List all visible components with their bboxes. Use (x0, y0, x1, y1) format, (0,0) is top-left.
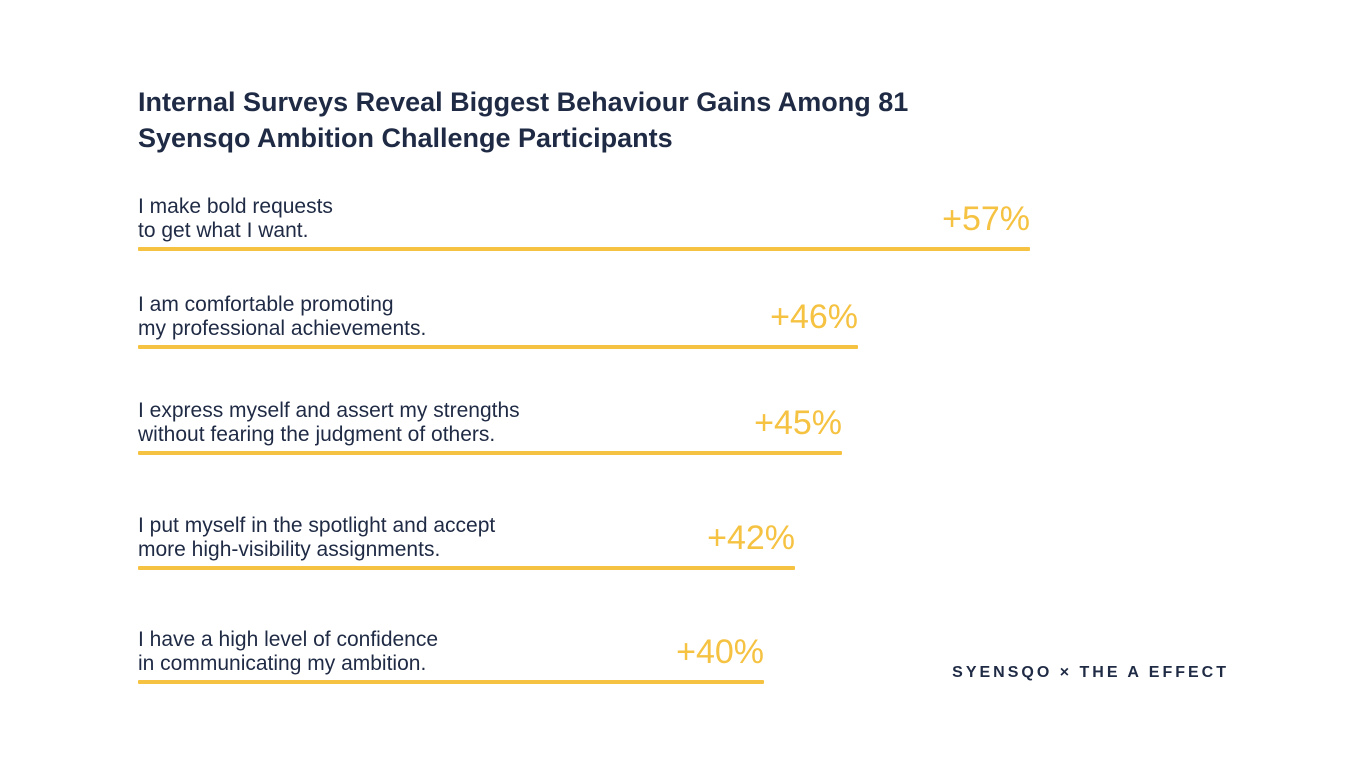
category-label-line: I am comfortable promoting (138, 293, 394, 316)
value-label: +40% (676, 633, 764, 671)
category-label-line: more high-visibility assignments. (138, 538, 441, 561)
bar (138, 680, 764, 684)
brand-footer: SYENSQO × THE A EFFECT (952, 664, 1229, 681)
value-label: +46% (770, 298, 858, 336)
category-label-line: my professional achievements. (138, 317, 427, 340)
value-label: +42% (707, 519, 795, 557)
bar (138, 451, 842, 455)
category-label-line: I express myself and assert my strengths (138, 399, 520, 422)
category-label-line: to get what I want. (138, 219, 309, 242)
category-label: I make bold requests to get what I want. (138, 195, 333, 243)
category-label-line: I put myself in the spotlight and accept (138, 514, 496, 537)
category-label: I have a high level of confidence in comm… (138, 628, 438, 676)
chart-title-line-1: Internal Surveys Reveal Biggest Behaviou… (138, 87, 909, 117)
value-label: +57% (942, 200, 1030, 238)
category-label: I put myself in the spotlight and accept… (138, 514, 495, 562)
chart-title-line-2: Syensqo Ambition Challenge Participants (138, 123, 673, 153)
bar (138, 345, 858, 349)
bar (138, 566, 795, 570)
chart-title: Internal Surveys Reveal Biggest Behaviou… (138, 84, 1038, 156)
category-label-line: I have a high level of confidence (138, 628, 439, 651)
category-label: I am comfortable promoting my professiona… (138, 293, 426, 341)
value-label: +45% (754, 404, 842, 442)
category-label-line: in communicating my ambition. (138, 652, 427, 675)
category-label-line: without fearing the judgment of others. (138, 423, 496, 446)
category-label-line: I make bold requests (138, 195, 333, 218)
category-label: I express myself and assert my strengths… (138, 399, 520, 447)
bar (138, 247, 1030, 251)
